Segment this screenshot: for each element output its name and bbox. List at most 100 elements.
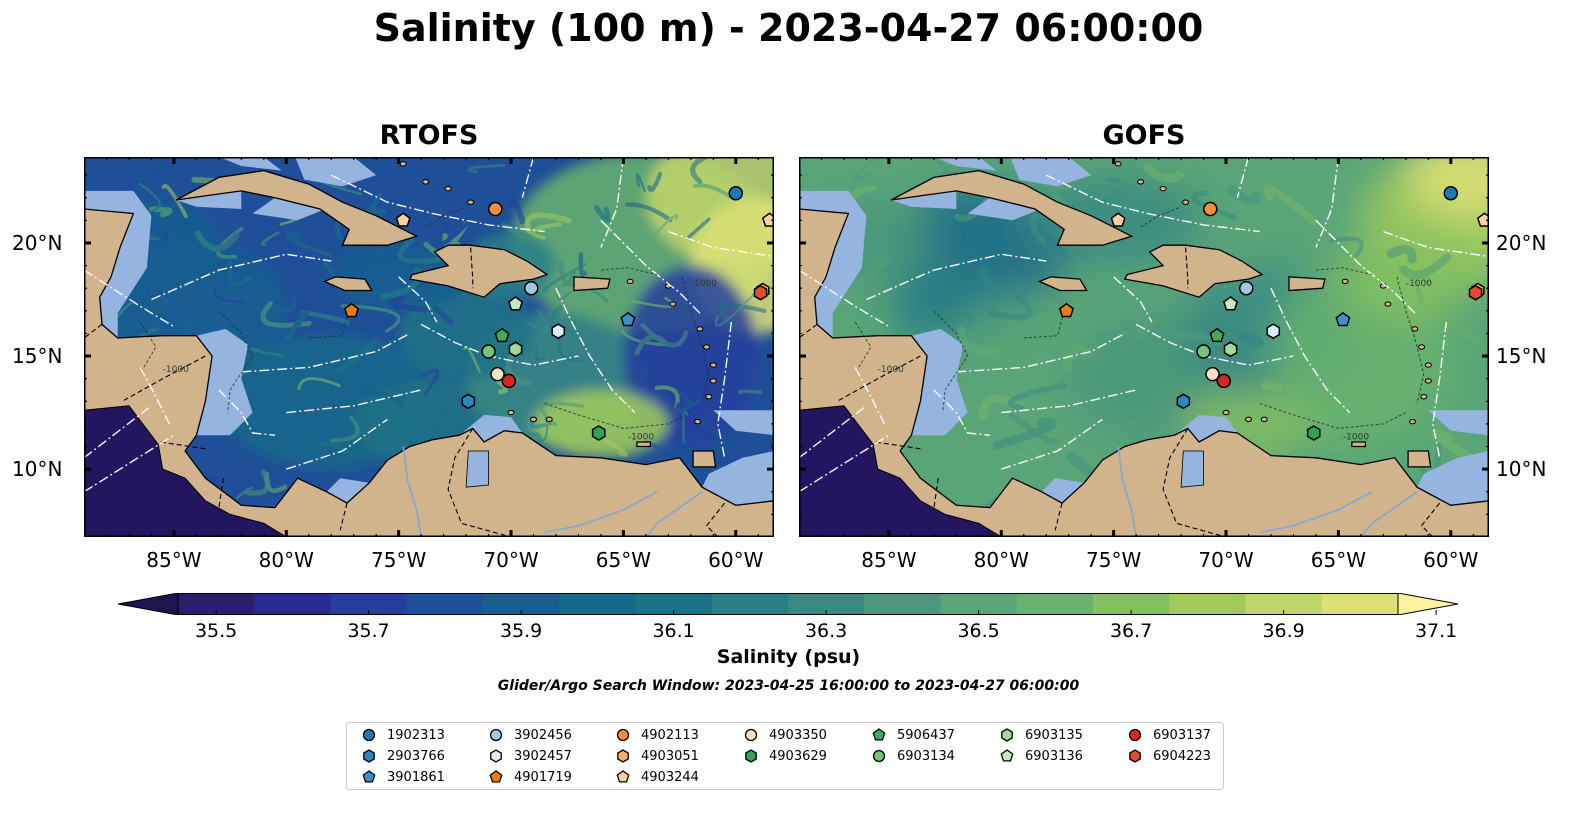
float-marker-6904223 [753, 284, 768, 301]
lon-tick-label: 70°W [483, 548, 539, 572]
colorbar-segment [406, 593, 484, 615]
lon-tick-label: 60°W [1423, 548, 1479, 572]
colorbar-tick-label: 37.1 [1414, 620, 1458, 642]
lon-tick-label: 70°W [1198, 548, 1254, 572]
colorbar-label: Salinity (psu) [716, 646, 861, 668]
float-marker-2903766 [1176, 393, 1191, 410]
svg-text:-1000: -1000 [691, 279, 717, 289]
lat-tick-label: 10°N [12, 457, 63, 482]
colorbar-segment [1016, 593, 1094, 615]
float-marker-4901719 [1058, 302, 1074, 318]
float-marker-4901719 [343, 302, 359, 318]
colorbar-segment [1169, 593, 1246, 615]
float-marker-2903766 [461, 393, 476, 410]
colorbar-segment [1245, 593, 1323, 615]
lat-tick-label: 15°N [1496, 344, 1547, 369]
legend-marker-pentagon-icon [616, 770, 630, 783]
colorbar-segment [1321, 593, 1399, 615]
legend-label: 6903137 [1153, 727, 1211, 743]
legend-label: 1902313 [387, 727, 445, 743]
float-marker-4902113 [1203, 201, 1218, 217]
panel-title-rtofs: RTOFS [379, 120, 479, 151]
legend-item-3902456: 3902456 [486, 725, 572, 745]
float-marker-3901861 [1335, 311, 1351, 327]
lon-tick-label: 75°W [371, 548, 427, 572]
legend-item-4901719: 4901719 [486, 767, 572, 787]
float-marker-6903136 [1223, 296, 1239, 311]
float-marker-4903350 [490, 366, 505, 382]
legend-label: 6903134 [897, 748, 955, 764]
lon-tick-label: 85°W [861, 548, 917, 572]
colorbar-extend-low [118, 593, 179, 615]
legend-label: 4903350 [769, 727, 827, 743]
lat-tick-label: 20°N [12, 230, 63, 255]
float-marker-4903629 [1306, 425, 1321, 441]
legend-item-6903137: 6903137 [1125, 725, 1211, 745]
legend-label: 6903135 [1025, 727, 1083, 743]
colorbar-extend-high [1397, 593, 1458, 615]
legend-marker-hexagon-icon [1129, 749, 1141, 763]
legend-marker-circle-icon [744, 728, 758, 742]
float-marker-6903135 [1223, 341, 1238, 358]
legend-marker-hexagon-icon [363, 749, 375, 763]
legend-marker-circle-icon [1128, 728, 1142, 742]
legend-marker-circle-icon [362, 728, 376, 742]
legend-label: 6904223 [1153, 748, 1211, 764]
float-marker-3902456 [524, 280, 539, 296]
legend-marker-hexagon-icon [745, 749, 757, 763]
legend-item-6903134: 6903134 [869, 746, 955, 766]
float-marker-3902457 [551, 323, 566, 340]
float-marker-3902457 [1266, 323, 1281, 340]
colorbar-segment [940, 593, 1018, 615]
float-marker-unlabeled [1476, 212, 1489, 227]
colorbar-segment [711, 593, 789, 615]
float-marker-6903134 [1196, 344, 1211, 359]
legend-marker-pentagon-icon [362, 770, 376, 783]
legend-label: 2903766 [387, 748, 445, 764]
legend-label: 4903051 [641, 748, 699, 764]
colorbar-tick-label: 36.9 [1262, 620, 1305, 642]
legend-label: 5906437 [897, 727, 955, 743]
float-marker-4903244 [395, 212, 411, 227]
colorbar-tick-label: 35.9 [499, 620, 543, 642]
svg-text:-1000: -1000 [1406, 279, 1432, 289]
lon-tick-label: 65°W [1310, 548, 1367, 572]
lon-tick-label: 65°W [595, 548, 652, 572]
legend-marker-circle-icon [489, 728, 503, 742]
colorbar-segment [559, 593, 636, 615]
colorbar-segment [483, 593, 560, 615]
legend-item-3901861: 3901861 [359, 767, 445, 787]
legend-label: 3902457 [514, 748, 572, 764]
legend-marker-hexagon-icon [490, 749, 502, 763]
legend-label: 4903629 [769, 748, 827, 764]
colorbar-segment [788, 593, 865, 615]
legend-item-6903135: 6903135 [997, 725, 1083, 745]
colorbar-tick-label: 36.5 [957, 620, 1000, 642]
colorbar-tick-label: 36.7 [1109, 620, 1153, 642]
lat-tick-label: 10°N [1496, 457, 1547, 482]
legend-item-5906437: 5906437 [869, 725, 955, 745]
colorbar-segment [178, 593, 255, 615]
panel-title-gofs: GOFS [1102, 120, 1186, 151]
float-marker-6903134 [481, 344, 496, 359]
legend-item-1902313: 1902313 [359, 725, 445, 745]
legend-item-4903629: 4903629 [741, 746, 827, 766]
legend-label: 4902113 [641, 727, 699, 743]
float-marker-4903629 [591, 425, 606, 441]
colorbar [118, 593, 1458, 615]
colorbar-tick-label: 36.1 [652, 620, 695, 642]
colorbar-tick-label: 35.5 [194, 620, 238, 642]
lat-tick-label: 20°N [1496, 230, 1547, 255]
colorbar-segment [864, 593, 941, 615]
lon-tick-label: 85°W [146, 548, 202, 572]
float-marker-1902313 [1443, 185, 1459, 201]
legend-item-6904223: 6904223 [1125, 746, 1211, 766]
legend-marker-circle-icon [616, 728, 630, 742]
legend-marker-hexagon-icon [1001, 728, 1013, 742]
float-marker-6903136 [508, 296, 524, 311]
colorbar-segment [330, 593, 408, 615]
legend-marker-circle-icon [872, 749, 886, 763]
float-marker-unlabeled [761, 212, 774, 227]
legend-marker-pentagon-icon [489, 770, 503, 783]
float-marker-6903137 [501, 373, 517, 389]
